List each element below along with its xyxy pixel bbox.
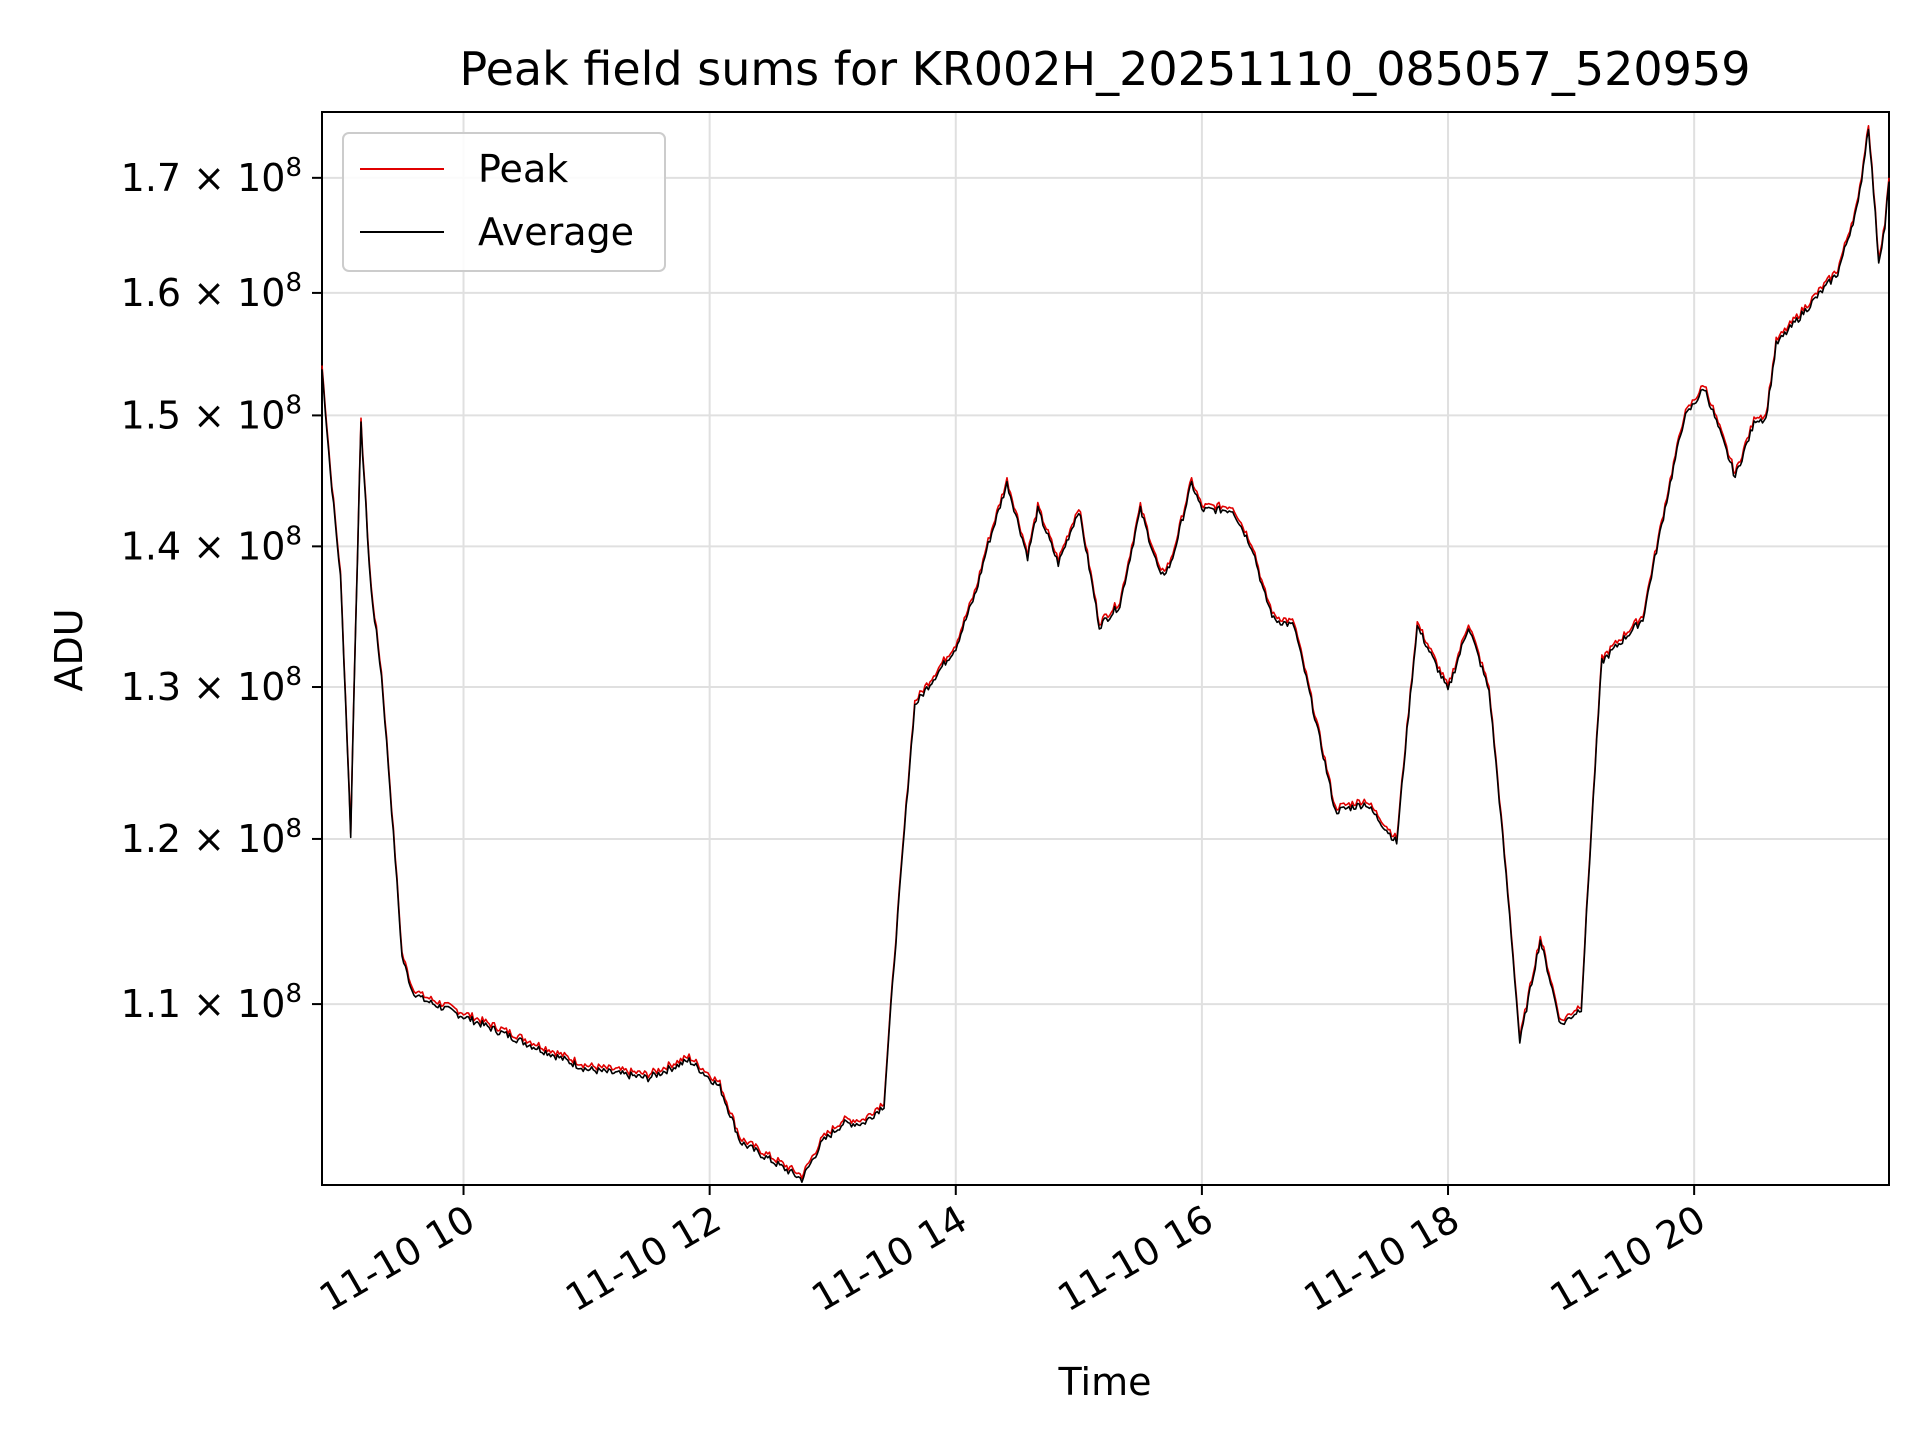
y-tick-label: 1.1 × 108: [121, 979, 302, 1026]
y-tick-exponent: 8: [285, 979, 302, 1009]
series-line-average: [321, 128, 1890, 1183]
y-tick-label: 1.7 × 108: [121, 153, 302, 200]
y-tick-exponent: 8: [285, 390, 302, 420]
y-tick-label: 1.4 × 108: [121, 521, 302, 568]
y-tick-label: 1.5 × 108: [121, 390, 302, 437]
y-tick-mantissa: 1.3 × 10: [121, 665, 286, 709]
y-tick-label: 1.3 × 108: [121, 662, 302, 709]
series-line-peak: [321, 125, 1890, 1180]
y-tick-label: 1.6 × 108: [121, 268, 302, 315]
legend-label-peak: Peak: [478, 147, 568, 191]
y-tick-mantissa: 1.2 × 10: [121, 817, 286, 861]
y-tick-mantissa: 1.7 × 10: [121, 156, 286, 200]
legend-box: [342, 132, 666, 272]
series-layer: [321, 125, 1890, 1183]
y-tick-mantissa: 1.6 × 10: [121, 271, 286, 315]
x-axis-label: Time: [1058, 1360, 1152, 1404]
y-tick-mantissa: 1.4 × 10: [121, 524, 286, 568]
y-tick-mantissa: 1.5 × 10: [121, 393, 286, 437]
y-tick-exponent: 8: [285, 814, 302, 844]
y-tick-exponent: 8: [285, 268, 302, 298]
y-tick-mantissa: 1.1 × 10: [121, 982, 286, 1026]
plot-area-frame: [321, 111, 1890, 1186]
y-tick-exponent: 8: [285, 521, 302, 551]
chart-title: Peak field sums for KR002H_20251110_0850…: [460, 42, 1751, 96]
legend: Peak Average: [342, 132, 666, 272]
y-tick-exponent: 8: [285, 153, 302, 183]
y-tick-exponent: 8: [285, 662, 302, 692]
y-axis-label: ADU: [47, 608, 91, 691]
legend-label-average: Average: [478, 210, 634, 254]
y-tick-label: 1.2 × 108: [121, 814, 302, 861]
